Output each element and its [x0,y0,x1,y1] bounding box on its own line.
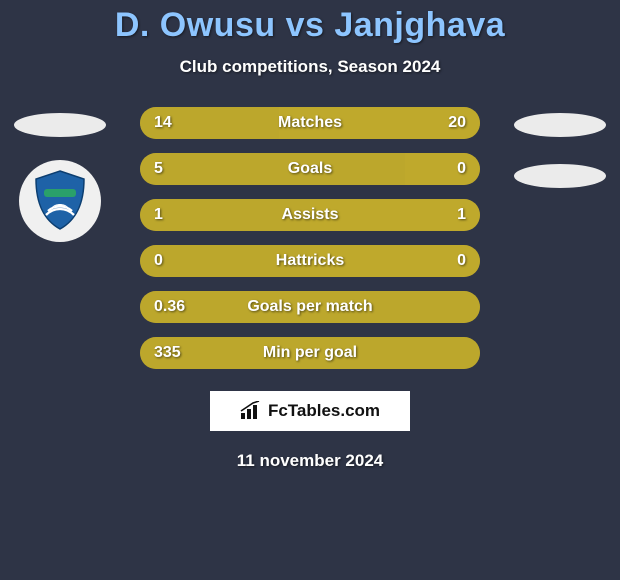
bar-value-right: 0 [457,252,466,270]
bar-metric-label: Matches [278,114,342,132]
bar-segment-right [405,153,480,185]
shield-icon [26,167,94,235]
generation-date: 11 november 2024 [237,451,383,471]
stat-bar: 1 Assists 1 [140,199,480,231]
bar-value-left: 0.36 [154,298,185,316]
player-right-avatar-placeholder-1 [514,113,606,137]
bar-value-right: 20 [448,114,466,132]
season-subtitle: Club competitions, Season 2024 [180,57,441,77]
bar-value-right: 1 [457,206,466,224]
chart-area: 14 Matches 20 5 Goals 0 1 Assists 1 0 Hattricks 0 0.… [0,107,620,369]
player-left-club-badge [19,160,101,242]
bar-segment-left [140,153,405,185]
comparison-title: D. Owusu vs Janjghava [115,6,505,45]
bar-value-left: 335 [154,344,181,362]
stat-bar: 5 Goals 0 [140,153,480,185]
bar-metric-label: Goals per match [247,298,372,316]
player-right-avatar-placeholder-2 [514,164,606,188]
bar-value-left: 14 [154,114,172,132]
stat-bar: 335 Min per goal [140,337,480,369]
chart-icon [240,401,262,421]
stat-bar: 0.36 Goals per match [140,291,480,323]
stat-bar: 0 Hattricks 0 [140,245,480,277]
player-left-avatar-placeholder [14,113,106,137]
player-left-column [14,107,106,242]
fctables-watermark: FcTables.com [210,391,410,431]
bar-value-left: 0 [154,252,163,270]
bar-value-right: 0 [457,160,466,178]
bar-metric-label: Hattricks [276,252,344,270]
bar-metric-label: Min per goal [263,344,357,362]
bar-metric-label: Goals [288,160,332,178]
bar-value-left: 5 [154,160,163,178]
bar-metric-label: Assists [282,206,339,224]
fctables-label: FcTables.com [268,401,380,421]
bar-value-left: 1 [154,206,163,224]
stat-bar: 14 Matches 20 [140,107,480,139]
page-root: D. Owusu vs Janjghava Club competitions,… [0,0,620,580]
comparison-bars: 14 Matches 20 5 Goals 0 1 Assists 1 0 Hattricks 0 0.… [140,107,480,369]
player-right-column [514,107,606,188]
